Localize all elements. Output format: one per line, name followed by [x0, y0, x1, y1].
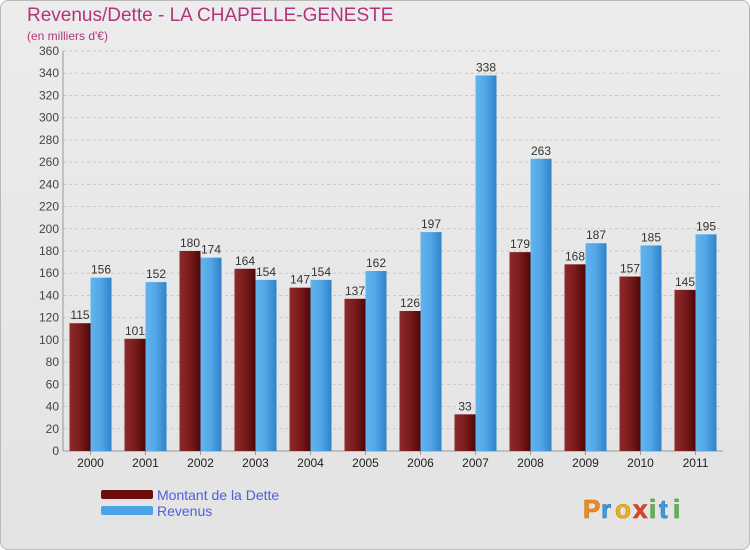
x-tick-label: 2002: [187, 456, 214, 470]
value-label-revenus: 187: [586, 228, 606, 242]
y-tick-label: 300: [39, 111, 59, 125]
svg-text:t: t: [659, 494, 668, 524]
bar-debt: [289, 287, 311, 451]
bar-revenus: [475, 75, 497, 451]
bar-revenus: [310, 279, 332, 451]
x-tick-label: 2000: [77, 456, 104, 470]
y-tick-label: 0: [52, 444, 59, 458]
value-label-revenus: 195: [696, 219, 716, 233]
chart-title: Revenus/Dette - LA CHAPELLE-GENESTE: [27, 5, 394, 26]
x-tick-label: 2011: [683, 456, 709, 470]
bar-debt: [179, 251, 201, 451]
svg-text:i: i: [649, 494, 656, 524]
x-tick-label: 2010: [627, 456, 654, 470]
value-label-revenus: 152: [146, 267, 166, 281]
bar-revenus: [640, 245, 662, 451]
bar-debt: [619, 276, 641, 451]
y-tick-label: 40: [46, 400, 60, 414]
value-label-revenus: 154: [311, 265, 331, 279]
bar-debt: [234, 268, 256, 451]
bar-debt: [124, 338, 146, 451]
value-label-debt: 115: [70, 308, 89, 322]
legend-swatch-revenus: [101, 506, 153, 515]
bar-revenus: [420, 232, 442, 451]
chart-subtitle: (en milliers d'€): [27, 29, 108, 43]
y-tick-label: 220: [39, 200, 59, 214]
y-tick-label: 100: [39, 333, 59, 347]
value-label-debt: 145: [675, 275, 695, 289]
x-tick-label: 2005: [352, 456, 379, 470]
legend-swatch-debt: [101, 490, 153, 499]
value-label-debt: 126: [400, 296, 420, 310]
value-label-revenus: 185: [641, 230, 661, 244]
bar-debt: [454, 414, 476, 451]
bar-debt: [399, 311, 421, 451]
value-label-debt: 179: [510, 237, 530, 251]
svg-text:r: r: [601, 494, 611, 524]
y-tick-label: 360: [39, 44, 59, 58]
y-tick-label: 60: [46, 377, 60, 391]
bar-revenus: [365, 271, 387, 451]
value-label-revenus: 154: [256, 265, 276, 279]
x-tick-label: 2004: [297, 456, 324, 470]
value-label-revenus: 174: [201, 243, 221, 257]
value-label-debt: 157: [620, 262, 640, 276]
bar-revenus: [585, 243, 607, 451]
x-tick-label: 2003: [242, 456, 269, 470]
bar-debt: [509, 252, 531, 451]
bar-revenus: [145, 282, 167, 451]
y-tick-label: 320: [39, 88, 59, 102]
y-tick-label: 340: [39, 66, 59, 80]
bar-debt: [344, 298, 366, 451]
bar-debt: [564, 264, 586, 451]
value-label-debt: 168: [565, 249, 585, 263]
svg-text:x: x: [633, 494, 648, 524]
value-label-debt: 33: [458, 399, 472, 413]
y-tick-label: 140: [39, 288, 59, 302]
value-label-revenus: 162: [366, 256, 386, 270]
value-label-debt: 164: [235, 254, 255, 268]
bar-revenus: [530, 158, 552, 451]
value-label-revenus: 338: [476, 60, 496, 74]
value-label-debt: 147: [290, 273, 310, 287]
x-tick-label: 2009: [572, 456, 599, 470]
y-tick-label: 260: [39, 155, 59, 169]
bar-debt: [69, 323, 91, 451]
legend-label-revenus: Revenus: [157, 503, 213, 519]
value-label-revenus: 263: [531, 144, 551, 158]
bar-revenus: [695, 234, 717, 451]
value-label-debt: 180: [180, 236, 200, 250]
legend-label-debt: Montant de la Dette: [157, 487, 280, 503]
bar-debt: [674, 289, 696, 451]
bar-revenus: [255, 279, 277, 451]
svg-text:i: i: [673, 494, 680, 524]
value-label-debt: 101: [125, 324, 145, 338]
bar-revenus: [200, 257, 222, 451]
y-tick-label: 160: [39, 266, 59, 280]
y-tick-label: 180: [39, 244, 59, 258]
proxiti-logo: P r o x i t i: [583, 494, 681, 525]
value-label-debt: 137: [345, 284, 365, 298]
x-tick-label: 2006: [407, 456, 434, 470]
y-tick-label: 20: [46, 422, 60, 436]
x-tick-label: 2008: [517, 456, 544, 470]
y-tick-label: 120: [39, 311, 59, 325]
bar-revenus: [90, 277, 112, 451]
value-label-revenus: 156: [91, 263, 111, 277]
y-tick-label: 200: [39, 222, 59, 236]
x-tick-label: 2001: [132, 456, 159, 470]
y-tick-label: 280: [39, 133, 59, 147]
value-label-revenus: 197: [421, 217, 441, 231]
y-tick-label: 80: [46, 355, 60, 369]
y-tick-label: 240: [39, 177, 59, 191]
svg-text:o: o: [615, 494, 631, 524]
svg-text:P: P: [583, 494, 600, 524]
x-tick-label: 2007: [462, 456, 489, 470]
